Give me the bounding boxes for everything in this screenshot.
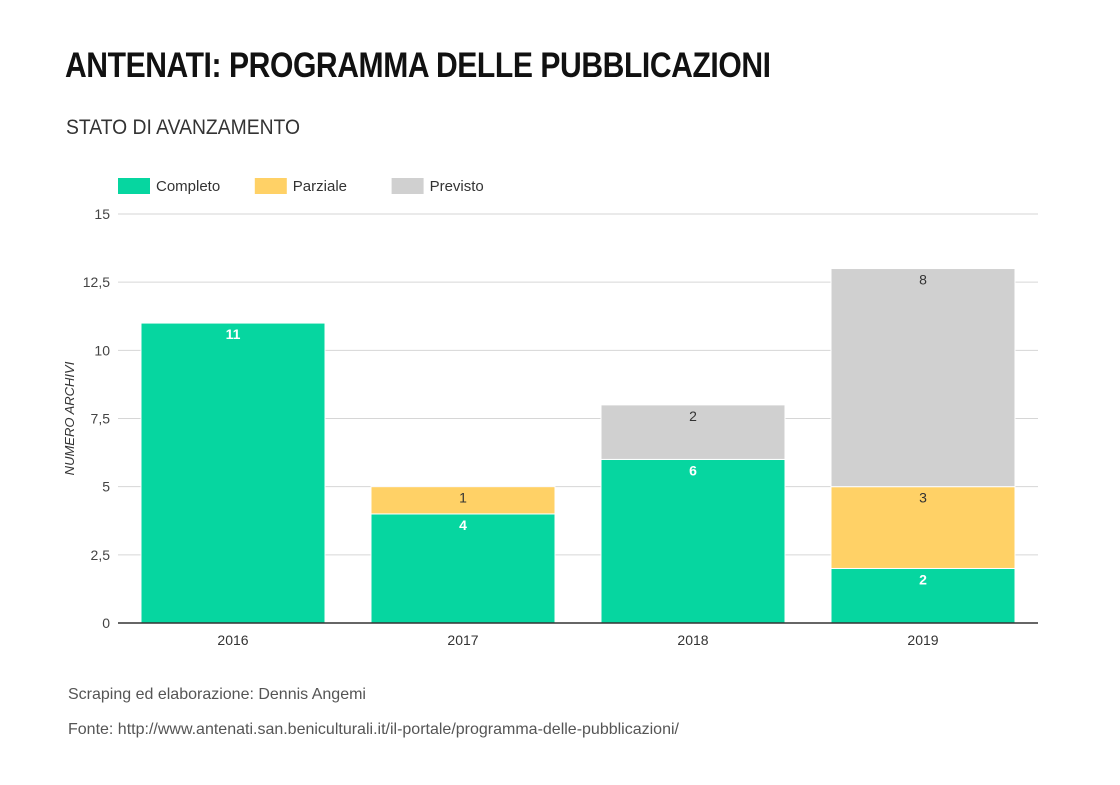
y-tick-label: 7,5 [91,411,111,427]
legend-swatch-parziale [254,178,287,194]
stacked-bar-chart: 0 2,5 5 7,5 10 12,5 15 NUMERO ARCHIVI 11 2016 4 1 20… [62,178,1038,648]
chart-subtitle: STATO DI AVANZAMENTO [66,116,301,139]
bar-completo-2018 [600,458,786,624]
data-label: 2 [689,408,697,424]
legend-label-previsto: Previsto [430,178,484,195]
data-label: 3 [919,490,927,506]
data-label: 11 [226,326,241,342]
y-tick-label: 2,5 [91,547,111,563]
bar-completo-2019 [830,567,1016,624]
source-note: Fonte: http://www.antenati.san.benicultu… [68,721,679,738]
legend-label-completo: Completo [156,178,220,195]
bar-completo-2016 [140,322,326,624]
y-tick-label: 12,5 [83,274,110,290]
bar-previsto-2019 [830,268,1016,488]
legend-swatch-completo [118,178,150,194]
x-tick-label: 2019 [907,632,938,648]
y-tick-label: 0 [102,615,110,631]
y-tick-label: 10 [94,342,110,358]
x-tick-label: 2017 [447,632,478,648]
bar-completo-2017 [370,513,556,624]
y-axis-title: NUMERO ARCHIVI [62,361,77,475]
data-label: 1 [459,490,467,506]
y-tick-label: 15 [94,206,110,222]
bar-parziale-2019 [830,486,1016,569]
x-tick-label: 2016 [217,632,248,648]
legend-label-parziale: Parziale [293,178,347,195]
bar-parziale-2017 [370,486,556,515]
data-label: 6 [689,462,697,478]
data-label: 2 [919,571,927,587]
x-tick-label: 2018 [677,632,708,648]
y-tick-label: 5 [102,479,110,495]
data-label: 8 [919,272,927,288]
bar-previsto-2018 [600,404,786,460]
data-label: 4 [459,517,467,533]
chart-title: ANTENATI: PROGRAMMA DELLE PUBBLICAZIONI [65,46,771,85]
legend-swatch-previsto [391,178,424,194]
credit-note: Scraping ed elaborazione: Dennis Angemi [68,686,366,703]
